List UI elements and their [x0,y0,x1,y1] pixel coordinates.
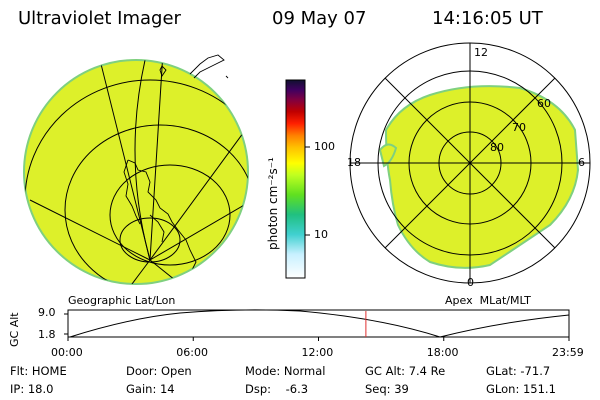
info-geo-lat: GLat: -71.7 [486,364,551,378]
mlat-60-label: 60 [537,97,551,110]
colorbar [285,79,310,279]
altitude-xtick-label: 00:00 [51,346,83,359]
geographic-panel-label: Geographic Lat/Lon [68,294,176,307]
colorbar-gradient [285,79,306,279]
altitude-ylabel: GC Alt [8,312,21,347]
info-sequence: Seq: 39 [365,382,409,396]
date-label: 09 May 07 [272,8,367,29]
info-door: Door: Open [126,364,192,378]
altitude-plot-frame [67,309,570,338]
colorbar-label-100: 100 [314,140,335,153]
mlat-80-label: 80 [490,141,504,154]
altitude-xtick-label: 06:00 [176,346,208,359]
info-flight: Flt: HOME [10,364,67,378]
mlt-0-label: 0 [467,276,474,289]
colorbar-label-10: 10 [314,228,328,241]
info-mode: Mode: Normal [245,364,326,378]
info-geo-lon: GLon: 151.1 [486,382,556,396]
auroral-image [384,85,580,269]
mlt-18-label: 18 [347,156,361,169]
info-dsp: Dsp: -6.3 [245,382,309,396]
instrument-title: Ultraviolet Imager [18,8,181,29]
altitude-xtick-label: 23:59 [552,346,584,359]
coastline-outer [159,54,229,79]
info-gc-altitude: GC Alt: 7.4 Re [365,364,446,378]
coastline-antarctica [123,159,197,271]
altitude-xtick-label: 18:00 [426,346,459,359]
info-ip: IP: 18.0 [10,382,54,396]
info-gain: Gain: 14 [126,382,175,396]
altitude-xtick-label: 12:00 [301,346,334,359]
mlt-12-label: 12 [474,46,488,59]
colorbar-unit-label: photon cm⁻²s⁻¹ [266,157,280,250]
polar-grid [349,42,591,284]
altitude-ytick-top: 9.0 [38,306,56,319]
lat-lon-grid [24,60,248,284]
geographic-image-panel [23,54,249,285]
mlt-6-label: 6 [578,156,585,169]
altitude-ytick-bottom: 1.8 [38,328,56,341]
polar-panel [349,42,591,284]
altitude-plot [64,309,570,341]
time-label: 14:16:05 UT [432,8,543,29]
mlat-70-label: 70 [512,121,526,134]
altitude-curve [69,309,570,338]
apex-panel-label: Apex MLat/MLT [445,294,531,307]
